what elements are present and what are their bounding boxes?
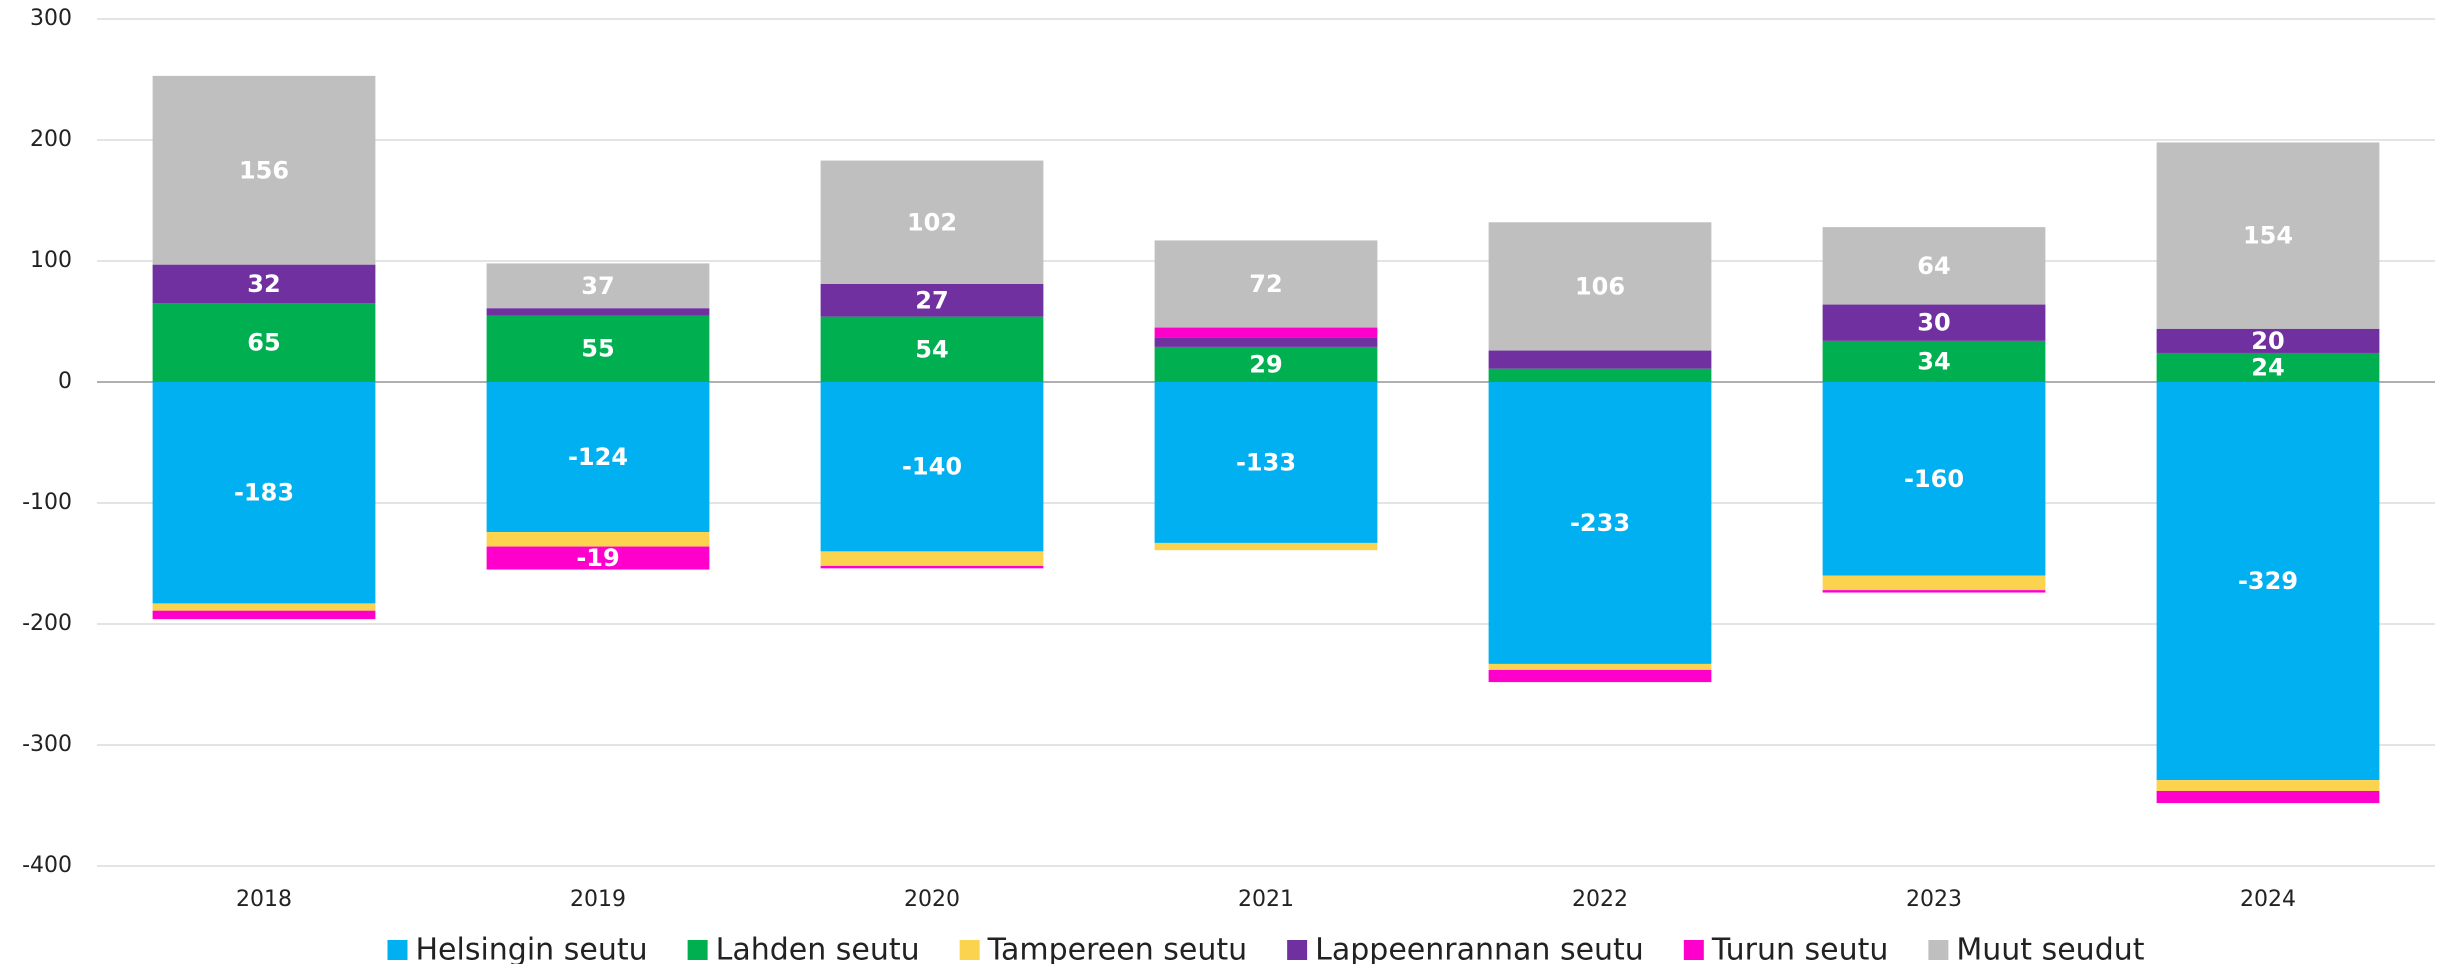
x-tick-label: 2018 — [236, 887, 292, 912]
legend-swatch — [687, 940, 708, 960]
data-label: 72 — [1249, 270, 1282, 298]
bar-segment — [152, 610, 376, 620]
bar-segment — [2156, 780, 2380, 791]
data-label: -133 — [1236, 448, 1296, 476]
bar-segment — [820, 160, 1044, 284]
bar-segment — [820, 316, 1044, 382]
data-label: 30 — [1917, 309, 1950, 337]
y-tick-label: 0 — [58, 369, 72, 394]
data-label: 154 — [2243, 222, 2293, 250]
bar-segment — [486, 308, 710, 316]
bar-segment — [1822, 575, 2046, 591]
data-label: 34 — [1917, 347, 1950, 375]
x-tick-label: 2019 — [570, 887, 626, 912]
data-label: 54 — [915, 335, 948, 363]
bar-segment — [1488, 350, 1712, 369]
bar-segment — [486, 382, 710, 533]
bar-segment — [152, 382, 376, 604]
bar-segment — [1488, 382, 1712, 664]
bar-segment — [152, 75, 376, 265]
bar-segment — [2156, 790, 2380, 804]
bar-segment — [2156, 142, 2380, 329]
data-label: 37 — [581, 272, 614, 300]
bar-segment — [1154, 382, 1378, 543]
bar-segment — [1822, 590, 2046, 593]
bar-segment — [1154, 327, 1378, 338]
bar-segment — [2156, 382, 2380, 781]
data-label: 24 — [2251, 353, 2284, 381]
bar-segment — [1154, 542, 1378, 551]
bar-segment — [820, 283, 1044, 317]
bar-segment — [1822, 227, 2046, 305]
bar-segment — [1488, 663, 1712, 670]
bar-segment — [1488, 222, 1712, 351]
legend-label: Muut seudut — [1956, 933, 2144, 964]
legend: Helsingin seutu Lahden seutu Tampereen seu… — [387, 933, 2145, 964]
bar-segment — [1488, 669, 1712, 683]
x-tick-label: 2022 — [1572, 887, 1628, 912]
bars — [152, 75, 2380, 804]
legend-swatch — [1287, 940, 1308, 960]
bar-segment — [486, 532, 710, 547]
y-tick-label: -200 — [22, 611, 72, 636]
bar-segment — [152, 303, 376, 382]
bar-segment — [486, 315, 710, 382]
data-label: 65 — [247, 329, 280, 357]
y-tick-label: 200 — [30, 127, 72, 152]
data-label: -124 — [568, 443, 628, 471]
bar-segment — [1488, 368, 1712, 382]
legend-swatch — [959, 940, 980, 960]
bar-segment — [1822, 304, 2046, 341]
bar-segment — [2156, 328, 2380, 353]
x-tick-label: 2024 — [2240, 887, 2296, 912]
data-label: 55 — [581, 335, 614, 363]
data-label: -140 — [902, 453, 962, 481]
legend-label: Lappeenrannan seutu — [1315, 933, 1644, 964]
bar-segment — [152, 264, 376, 304]
bar-segment — [820, 551, 1044, 566]
legend-swatch — [1683, 940, 1704, 960]
data-label: -329 — [2238, 567, 2298, 595]
legend-label: Lahden seutu — [716, 933, 920, 964]
x-tick-label: 2020 — [904, 887, 960, 912]
data-label: -160 — [1904, 465, 1964, 493]
data-label: -19 — [576, 544, 619, 572]
data-label: 102 — [907, 208, 957, 236]
legend-swatch — [387, 940, 408, 960]
data-label: 64 — [1917, 252, 1950, 280]
bar-segment — [486, 546, 710, 570]
y-tick-label: 100 — [30, 248, 72, 273]
bar-segment — [1822, 340, 2046, 382]
legend-label: Helsingin seutu — [415, 933, 647, 964]
bar-segment — [1154, 240, 1378, 328]
data-label: 27 — [915, 286, 948, 314]
data-label: 32 — [247, 270, 280, 298]
bar-segment — [1154, 337, 1378, 347]
data-label: -233 — [1570, 509, 1630, 537]
bar-segment — [1154, 346, 1378, 382]
data-label: 156 — [239, 156, 289, 184]
data-label: 29 — [1249, 350, 1282, 378]
y-tick-label: -300 — [22, 732, 72, 757]
bar-segment — [820, 382, 1044, 552]
x-tick-label: 2021 — [1238, 887, 1294, 912]
bar-segment — [486, 263, 710, 309]
bar-segment — [820, 565, 1044, 569]
y-tick-label: 300 — [30, 6, 72, 31]
y-tick-label: -100 — [22, 490, 72, 515]
y-tick-label: -400 — [22, 853, 72, 878]
data-label: -183 — [234, 479, 294, 507]
bar-segment — [1822, 382, 2046, 576]
legend-label: Turun seutu — [1711, 933, 1889, 964]
data-label: 20 — [2251, 327, 2284, 355]
legend-swatch — [1928, 940, 1949, 960]
bar-segment — [152, 603, 376, 611]
legend-label: Tampereen seutu — [987, 933, 1247, 964]
data-label: 106 — [1575, 272, 1625, 300]
bar-segment — [2156, 352, 2380, 382]
x-tick-label: 2023 — [1906, 887, 1962, 912]
